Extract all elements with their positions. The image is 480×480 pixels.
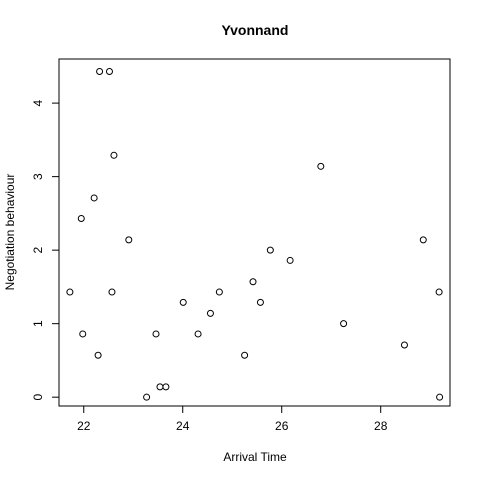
y-tick-label: 2: [31, 246, 45, 253]
data-point: [156, 383, 164, 391]
data-point: [436, 393, 444, 401]
data-point: [90, 194, 98, 202]
data-point: [79, 330, 87, 338]
data-point: [215, 288, 223, 296]
data-point: [317, 162, 325, 170]
y-tick-label: 4: [31, 99, 45, 106]
x-axis-label: Arrival Time: [223, 450, 287, 464]
data-point: [152, 330, 160, 338]
x-tick-label: 24: [176, 419, 190, 433]
data-point: [419, 236, 427, 244]
data-point: [249, 278, 257, 286]
y-tick-label: 0: [31, 394, 45, 401]
data-point: [77, 215, 85, 223]
y-axis-label: Negotiation behaviour: [3, 174, 17, 291]
y-tick-label: 1: [31, 320, 45, 327]
data-points: [66, 67, 444, 401]
y-axis: 0 1 2 3 4: [31, 99, 60, 401]
data-point: [108, 288, 116, 296]
data-point: [143, 393, 151, 401]
plot-frame: [58, 58, 451, 407]
data-point: [266, 246, 274, 254]
y-tick-label: 3: [31, 173, 45, 180]
data-point: [110, 151, 118, 159]
data-point: [340, 320, 348, 328]
x-axis: 22 24 26 28: [77, 405, 388, 433]
data-point: [162, 383, 170, 391]
data-point: [241, 351, 249, 359]
data-point: [206, 309, 214, 317]
x-tick-label: 28: [374, 419, 388, 433]
data-point: [179, 298, 187, 306]
data-point: [256, 298, 264, 306]
data-point: [96, 67, 104, 75]
data-point: [286, 256, 294, 264]
data-point: [125, 236, 133, 244]
data-point: [194, 330, 202, 338]
x-tick-label: 22: [77, 419, 91, 433]
data-point: [66, 288, 74, 296]
x-tick-label: 26: [275, 419, 289, 433]
chart-title: Yvonnand: [222, 22, 289, 38]
data-point: [105, 67, 113, 75]
data-point: [435, 288, 443, 296]
data-point: [94, 351, 102, 359]
data-point: [400, 341, 408, 349]
